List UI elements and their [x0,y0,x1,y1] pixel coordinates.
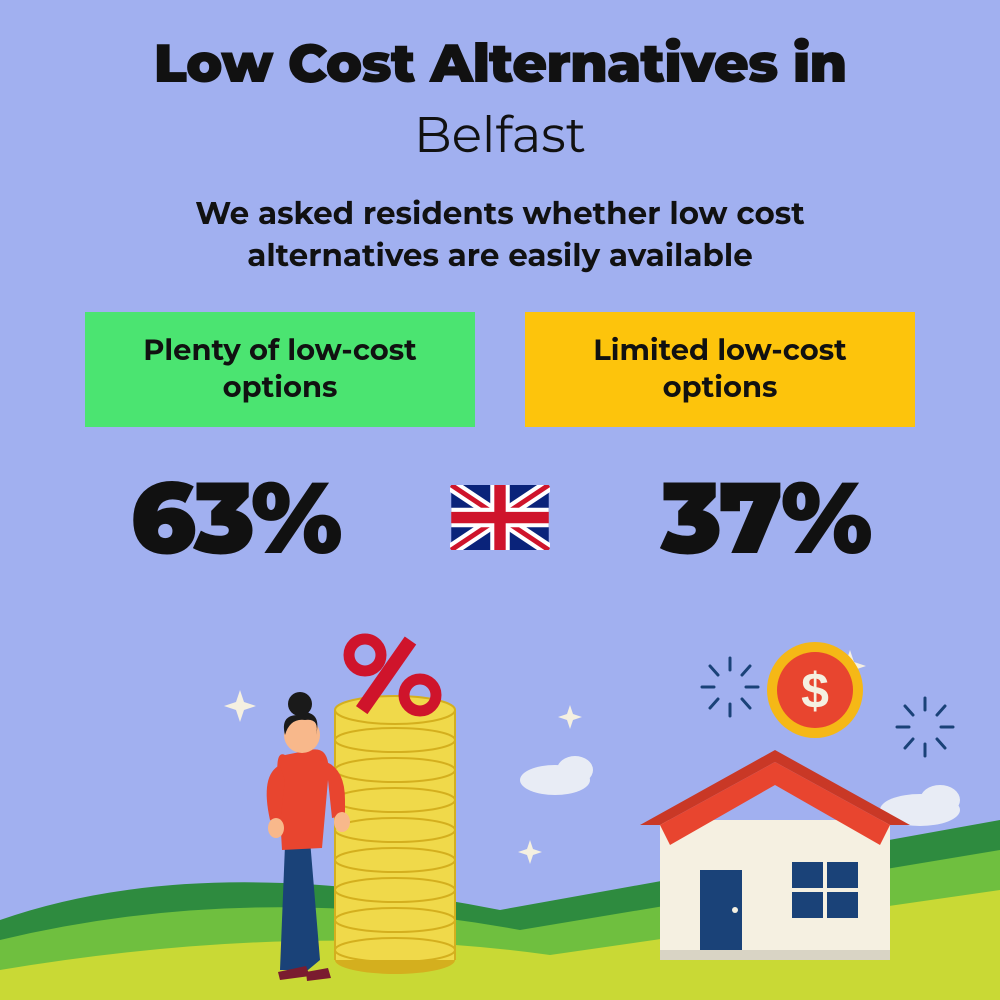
option-label-plenty: Plenty of low-cost options [115,332,445,407]
house-icon [640,750,910,960]
percent-row: 63% 37% [0,457,1000,579]
option-box-plenty: Plenty of low-cost options [85,312,475,427]
option-box-limited: Limited low-cost options [525,312,915,427]
cloud-left [520,756,593,795]
description-text: We asked residents whether low cost alte… [100,193,900,277]
coin-stack-icon [335,696,455,974]
burst-icon-left [702,658,758,716]
percent-plenty: 63% [70,457,400,579]
option-boxes: Plenty of low-cost options Limited low-c… [0,312,1000,427]
svg-text:$: $ [801,663,829,719]
title-line1: Low Cost Alternatives in [0,0,1000,96]
uk-flag-icon [450,485,550,550]
illustration: $ [0,600,1000,1000]
burst-icon-right [897,698,953,756]
title-line2: Belfast [0,104,1000,165]
percent-limited: 37% [600,457,930,579]
dollar-coin-icon: $ [767,642,863,738]
option-label-limited: Limited low-cost options [555,332,885,407]
